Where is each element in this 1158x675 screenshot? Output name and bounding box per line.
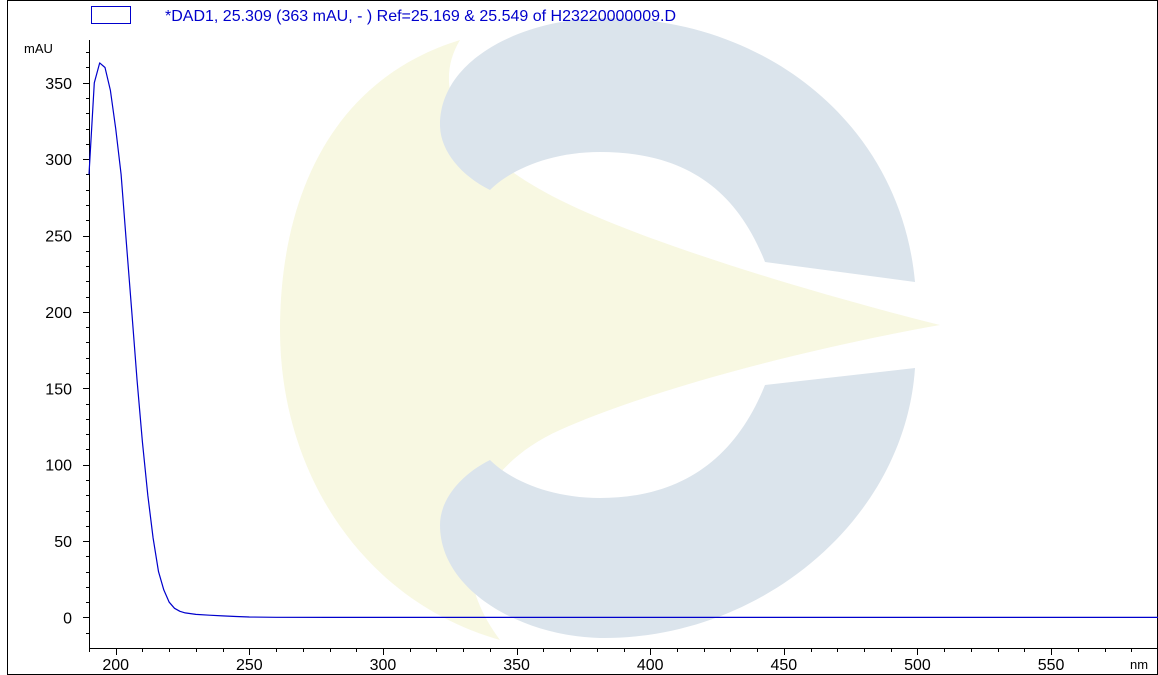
y-tick-label: 350 (45, 76, 72, 93)
legend-label: *DAD1, 25.309 (363 mAU, - ) Ref=25.169 &… (165, 8, 676, 25)
legend-swatch (91, 6, 131, 24)
y-tick-label: 300 (45, 152, 72, 169)
watermark-blue-upper-arc (440, 17, 915, 282)
y-unit-label: mAU (24, 41, 53, 56)
x-tick-label: 200 (102, 657, 129, 674)
x-tick-label: 450 (770, 657, 797, 674)
y-axis-ticks: 0 50 100 150 200 250 300 350 (45, 52, 90, 634)
x-tick-label: 300 (370, 657, 397, 674)
x-tick-label: 250 (236, 657, 263, 674)
y-tick-label: 200 (45, 305, 72, 322)
x-tick-label: 350 (503, 657, 530, 674)
y-tick-label: 0 (63, 610, 72, 627)
y-tick-label: 50 (54, 534, 72, 551)
x-axis-ticks: 200 250 300 350 400 450 500 550 (89, 648, 1132, 674)
company-logo-watermark (280, 17, 940, 640)
y-tick-label: 100 (45, 458, 72, 475)
y-tick-label: 150 (45, 381, 72, 398)
x-unit-label: nm (1130, 657, 1148, 672)
x-tick-label: 550 (1038, 657, 1065, 674)
watermark-yellow-crescent (280, 40, 940, 640)
y-tick-label: 250 (45, 229, 72, 246)
x-tick-label: 500 (904, 657, 931, 674)
series-layer (88, 62, 1158, 619)
legend: *DAD1, 25.309 (363 mAU, - ) Ref=25.169 &… (91, 6, 676, 25)
series-line (88, 62, 1158, 619)
watermark-blue-lower-arc (440, 368, 915, 639)
x-tick-label: 400 (637, 657, 664, 674)
